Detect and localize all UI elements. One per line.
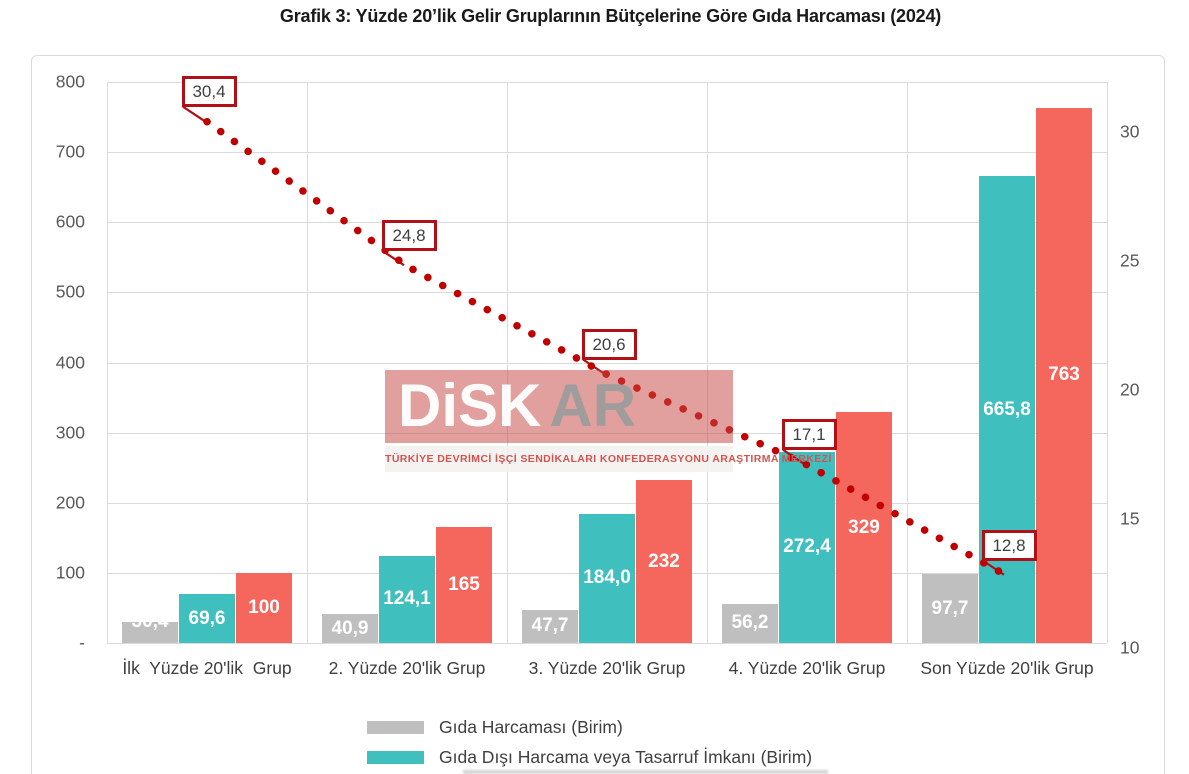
bar-value-label: 184,0	[583, 567, 631, 589]
bar-value-label: 329	[848, 516, 880, 538]
h-gridline	[107, 152, 1107, 154]
y-axis-tick-label: 700	[55, 141, 85, 162]
x-axis-category-label: 2. Yüzde 20'lik Grup	[328, 658, 486, 678]
v-gridline	[307, 82, 308, 643]
y-axis-tick-label: 200	[55, 492, 85, 513]
v-gridline	[707, 82, 708, 643]
bar-value-label: 232	[648, 550, 680, 572]
legend-label: Gıda Dışı Harcama veya Tasarruf İmkanı (…	[439, 746, 813, 767]
y-axis-tick-label: 300	[55, 422, 85, 443]
bar-series1-cat3: 47,7	[522, 609, 578, 643]
bar-value-label: 56,2	[731, 612, 769, 634]
x-axis-category-label: Son Yüzde 20'lik Grup	[920, 658, 1094, 678]
v-gridline	[507, 82, 508, 643]
bar-series1-cat1: 30,4	[122, 621, 178, 643]
bar-series3-cat4: 329	[836, 412, 892, 643]
legend-item: Gıda Dışı Harcama veya Tasarruf İmkanı (…	[367, 744, 812, 770]
bar-value-label: 69,6	[188, 607, 226, 629]
line-value-annotation: 12,8	[981, 529, 1037, 561]
y2-axis-tick-label: 20	[1120, 379, 1140, 400]
y-axis-tick-label: 100	[55, 562, 85, 583]
bar-value-label: 47,7	[531, 615, 569, 637]
x-axis-category-label: 4. Yüzde 20'lik Grup	[728, 658, 886, 678]
bar-series1-cat2: 40,9	[322, 614, 378, 643]
bar-value-label: 665,8	[983, 398, 1031, 420]
h-gridline	[107, 362, 1107, 364]
bar-value-label: 763	[1048, 364, 1080, 386]
bar-series1-cat4: 56,2	[722, 603, 778, 643]
bar-value-label: 272,4	[783, 536, 831, 558]
clipped-legend-row-hint	[463, 770, 828, 774]
h-gridline	[107, 502, 1107, 504]
bar-value-label: 97,7	[931, 597, 969, 619]
line-value-annotation: 24,8	[381, 220, 437, 252]
h-gridline	[107, 643, 1107, 644]
bar-value-label: 100	[248, 596, 280, 618]
y2-axis-tick-label: 30	[1120, 121, 1140, 142]
legend-item: Gıda Harcaması (Birim)	[367, 714, 623, 740]
x-axis-category-label: İlk Yüzde 20'lik Grup	[122, 658, 292, 678]
v-gridline	[1107, 82, 1108, 643]
h-gridline	[107, 292, 1107, 294]
y-axis-tick-label: -	[79, 632, 85, 653]
y-axis-tick-label: 500	[55, 281, 85, 302]
legend-swatch	[367, 720, 424, 734]
bar-value-label: 40,9	[331, 617, 369, 639]
y2-axis-tick-label: 25	[1120, 250, 1140, 271]
watermark-subtitle: TÜRKİYE DEVRİMCİ İŞÇİ SENDİKALARI KONFED…	[385, 446, 831, 472]
y2-axis-tick-label: 15	[1120, 508, 1140, 529]
bar-series3-cat5: 763	[1036, 107, 1092, 643]
line-value-annotation: 30,4	[181, 75, 237, 107]
v-gridline	[107, 82, 108, 643]
watermark-logo-suffix: AR	[549, 372, 637, 439]
watermark-logo-main: DiSK	[398, 372, 542, 439]
bar-series2-cat4: 272,4	[779, 451, 835, 643]
y-axis-tick-label: 800	[55, 71, 85, 92]
bar-series3-cat3: 232	[636, 480, 692, 643]
bar-series2-cat3: 184,0	[579, 513, 635, 643]
line-value-annotation: 17,1	[781, 418, 837, 450]
bar-series2-cat1: 69,6	[179, 594, 235, 643]
chart-title: Grafik 3: Yüzde 20’lik Gelir Gruplarının…	[279, 6, 942, 26]
bar-series2-cat2: 124,1	[379, 555, 435, 643]
bar-value-label: 165	[448, 574, 480, 596]
bar-value-label: 30,4	[122, 622, 178, 633]
y-axis-tick-label: 600	[55, 211, 85, 232]
legend-label: Gıda Harcaması (Birim)	[439, 716, 623, 737]
h-gridline	[107, 222, 1107, 224]
legend-swatch	[367, 750, 424, 764]
bar-series3-cat2: 165	[436, 527, 492, 643]
bar-series2-cat5: 665,8	[979, 176, 1035, 643]
h-gridline	[107, 82, 1107, 83]
y2-axis-tick-label: 10	[1120, 637, 1140, 658]
bar-series3-cat1: 100	[236, 572, 292, 643]
y-axis-tick-label: 400	[55, 352, 85, 372]
x-axis-category-label: 3. Yüzde 20'lik Grup	[528, 658, 686, 678]
bar-series1-cat5: 97,7	[922, 574, 978, 643]
bar-value-label: 124,1	[383, 588, 431, 610]
line-value-annotation: 20,6	[581, 328, 637, 360]
v-gridline	[907, 82, 908, 643]
watermark-logo: DiSK AR	[398, 372, 738, 442]
